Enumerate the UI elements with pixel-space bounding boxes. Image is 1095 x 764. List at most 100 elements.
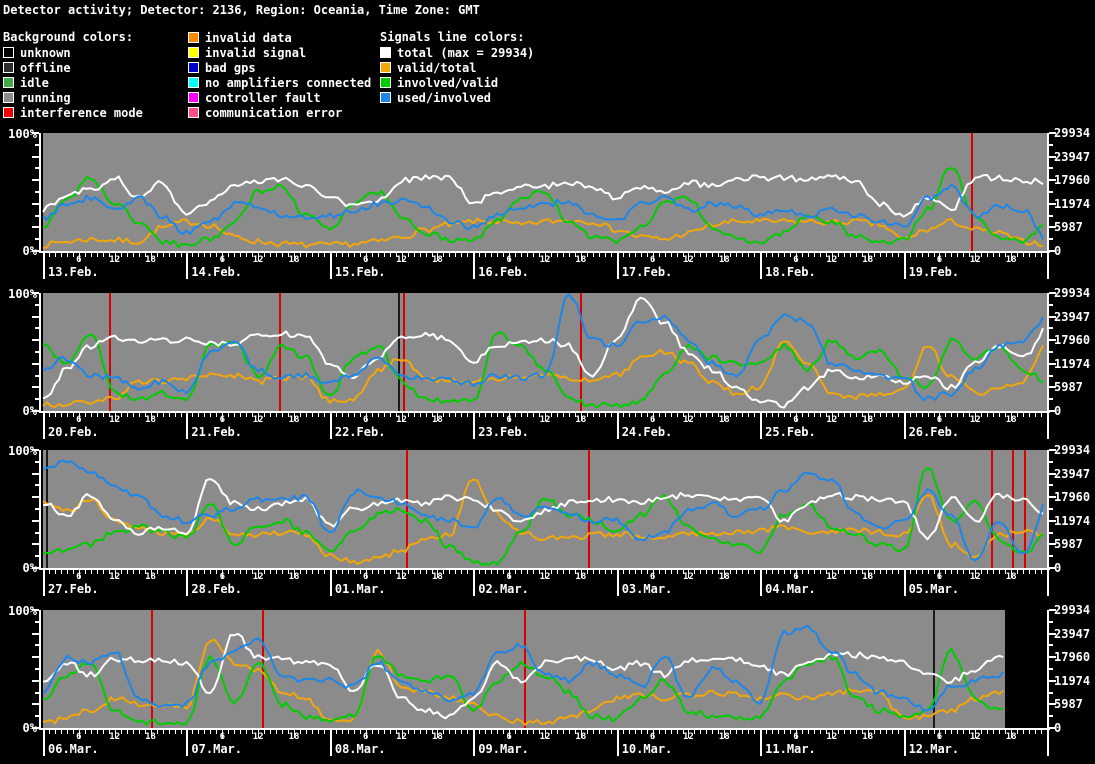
- date-label: 19.Feb.: [908, 265, 960, 279]
- day-boundary-tick: [616, 253, 619, 279]
- x-tick-minor: [533, 413, 534, 417]
- x-tick-minor: [825, 730, 827, 734]
- x-tick-major: [831, 413, 833, 421]
- x-tick-minor: [527, 570, 529, 574]
- x-tick-minor: [527, 253, 529, 257]
- x-tick-minor: [879, 730, 881, 734]
- y-axis-right: [1047, 610, 1049, 756]
- date-label: 20.Feb.: [48, 425, 99, 439]
- date-label: 18.Feb.: [765, 265, 816, 279]
- x-tick-minor: [879, 253, 881, 257]
- y-tick-right: [1049, 531, 1053, 534]
- x-tick-minor: [228, 253, 230, 257]
- x-tick-minor: [1023, 570, 1025, 574]
- x-tick-minor: [120, 413, 122, 417]
- x-tick-minor: [491, 730, 493, 734]
- x-tick-major: [652, 730, 654, 738]
- x-tick-minor: [533, 730, 534, 734]
- x-tick-minor: [562, 413, 564, 417]
- x-tick-minor: [84, 730, 86, 734]
- x-tick-minor: [766, 413, 768, 417]
- hour-label: 18: [145, 255, 156, 265]
- y-tick-left: [35, 398, 39, 401]
- x-tick-minor: [395, 413, 397, 417]
- x-tick-minor: [335, 730, 337, 734]
- legend-item-unknown: unknown: [3, 45, 71, 60]
- x-tick-major: [114, 730, 116, 738]
- legend-item-label: communication error: [205, 105, 343, 120]
- x-tick-minor: [521, 413, 523, 417]
- hour-label: 18: [432, 732, 443, 742]
- x-tick-minor: [311, 730, 313, 734]
- x-tick-minor: [270, 730, 272, 734]
- hour-label: 12: [396, 732, 407, 742]
- hour-label: 18: [862, 732, 874, 742]
- event-line-unknown: [398, 293, 401, 411]
- x-tick-minor: [174, 570, 176, 574]
- x-tick-minor: [533, 570, 534, 574]
- date-label: 01.Mar.: [334, 582, 386, 596]
- date-label: 13.Feb.: [48, 265, 99, 279]
- x-tick-minor: [443, 570, 445, 574]
- y-tick-right: [1049, 214, 1053, 217]
- x-tick-minor: [628, 253, 630, 257]
- event-line-interference: [108, 293, 111, 411]
- x-tick-minor: [449, 413, 451, 417]
- series-line-total: [42, 174, 1044, 218]
- x-tick-minor: [712, 413, 714, 417]
- y-right-label: 17960: [1054, 650, 1091, 665]
- x-tick-minor: [443, 253, 445, 257]
- x-tick-major: [580, 570, 582, 578]
- x-tick-minor: [927, 730, 929, 734]
- x-tick-minor: [551, 253, 552, 257]
- x-tick-minor: [288, 730, 289, 734]
- x-tick-minor: [216, 253, 218, 257]
- x-tick-minor: [562, 730, 564, 734]
- x-tick-minor: [347, 730, 349, 734]
- day-boundary-tick: [760, 730, 763, 756]
- x-tick-minor: [467, 570, 469, 574]
- x-tick-major: [688, 570, 690, 578]
- y-tick-left: [35, 644, 39, 647]
- x-tick-minor: [945, 413, 947, 417]
- x-tick-minor: [706, 570, 708, 574]
- x-tick-minor: [90, 730, 92, 734]
- series-line-total: [42, 632, 1004, 720]
- hour-label: 12: [539, 415, 551, 425]
- x-tick-minor: [419, 570, 421, 574]
- x-tick-minor: [60, 413, 62, 417]
- x-tick-minor: [921, 413, 923, 417]
- x-tick-minor: [156, 730, 158, 734]
- x-tick-minor: [55, 413, 56, 417]
- x-tick-minor: [246, 730, 248, 734]
- x-tick-minor: [712, 570, 714, 574]
- x-tick-minor: [491, 413, 493, 417]
- x-tick-major: [437, 730, 439, 738]
- x-tick-minor: [413, 413, 415, 417]
- x-tick-minor: [969, 570, 971, 574]
- signal-lines: [42, 459, 1044, 566]
- x-tick-minor: [736, 570, 738, 574]
- x-tick-minor: [551, 730, 552, 734]
- x-tick-minor: [790, 253, 791, 257]
- x-tick-minor: [1035, 570, 1036, 574]
- hour-label: 6: [219, 572, 225, 582]
- x-tick-minor: [306, 570, 307, 574]
- x-tick-major: [796, 253, 797, 261]
- x-tick-minor: [754, 253, 756, 257]
- y-right-label: 0: [1054, 561, 1062, 575]
- x-tick-major: [867, 253, 869, 261]
- x-tick-minor: [359, 730, 361, 734]
- hour-label: 12: [252, 732, 264, 742]
- hour-label: 6: [936, 255, 943, 265]
- x-tick-major: [939, 730, 941, 738]
- x-tick-minor: [664, 413, 666, 417]
- x-tick-minor: [748, 413, 750, 417]
- x-tick-minor: [515, 730, 517, 734]
- date-label: 08.Mar.: [334, 742, 386, 756]
- x-tick-minor: [1041, 730, 1042, 734]
- y-tick-left: [32, 609, 39, 611]
- x-tick-minor: [168, 570, 170, 574]
- x-tick-minor: [1017, 253, 1019, 257]
- y-tick-left: [32, 449, 39, 451]
